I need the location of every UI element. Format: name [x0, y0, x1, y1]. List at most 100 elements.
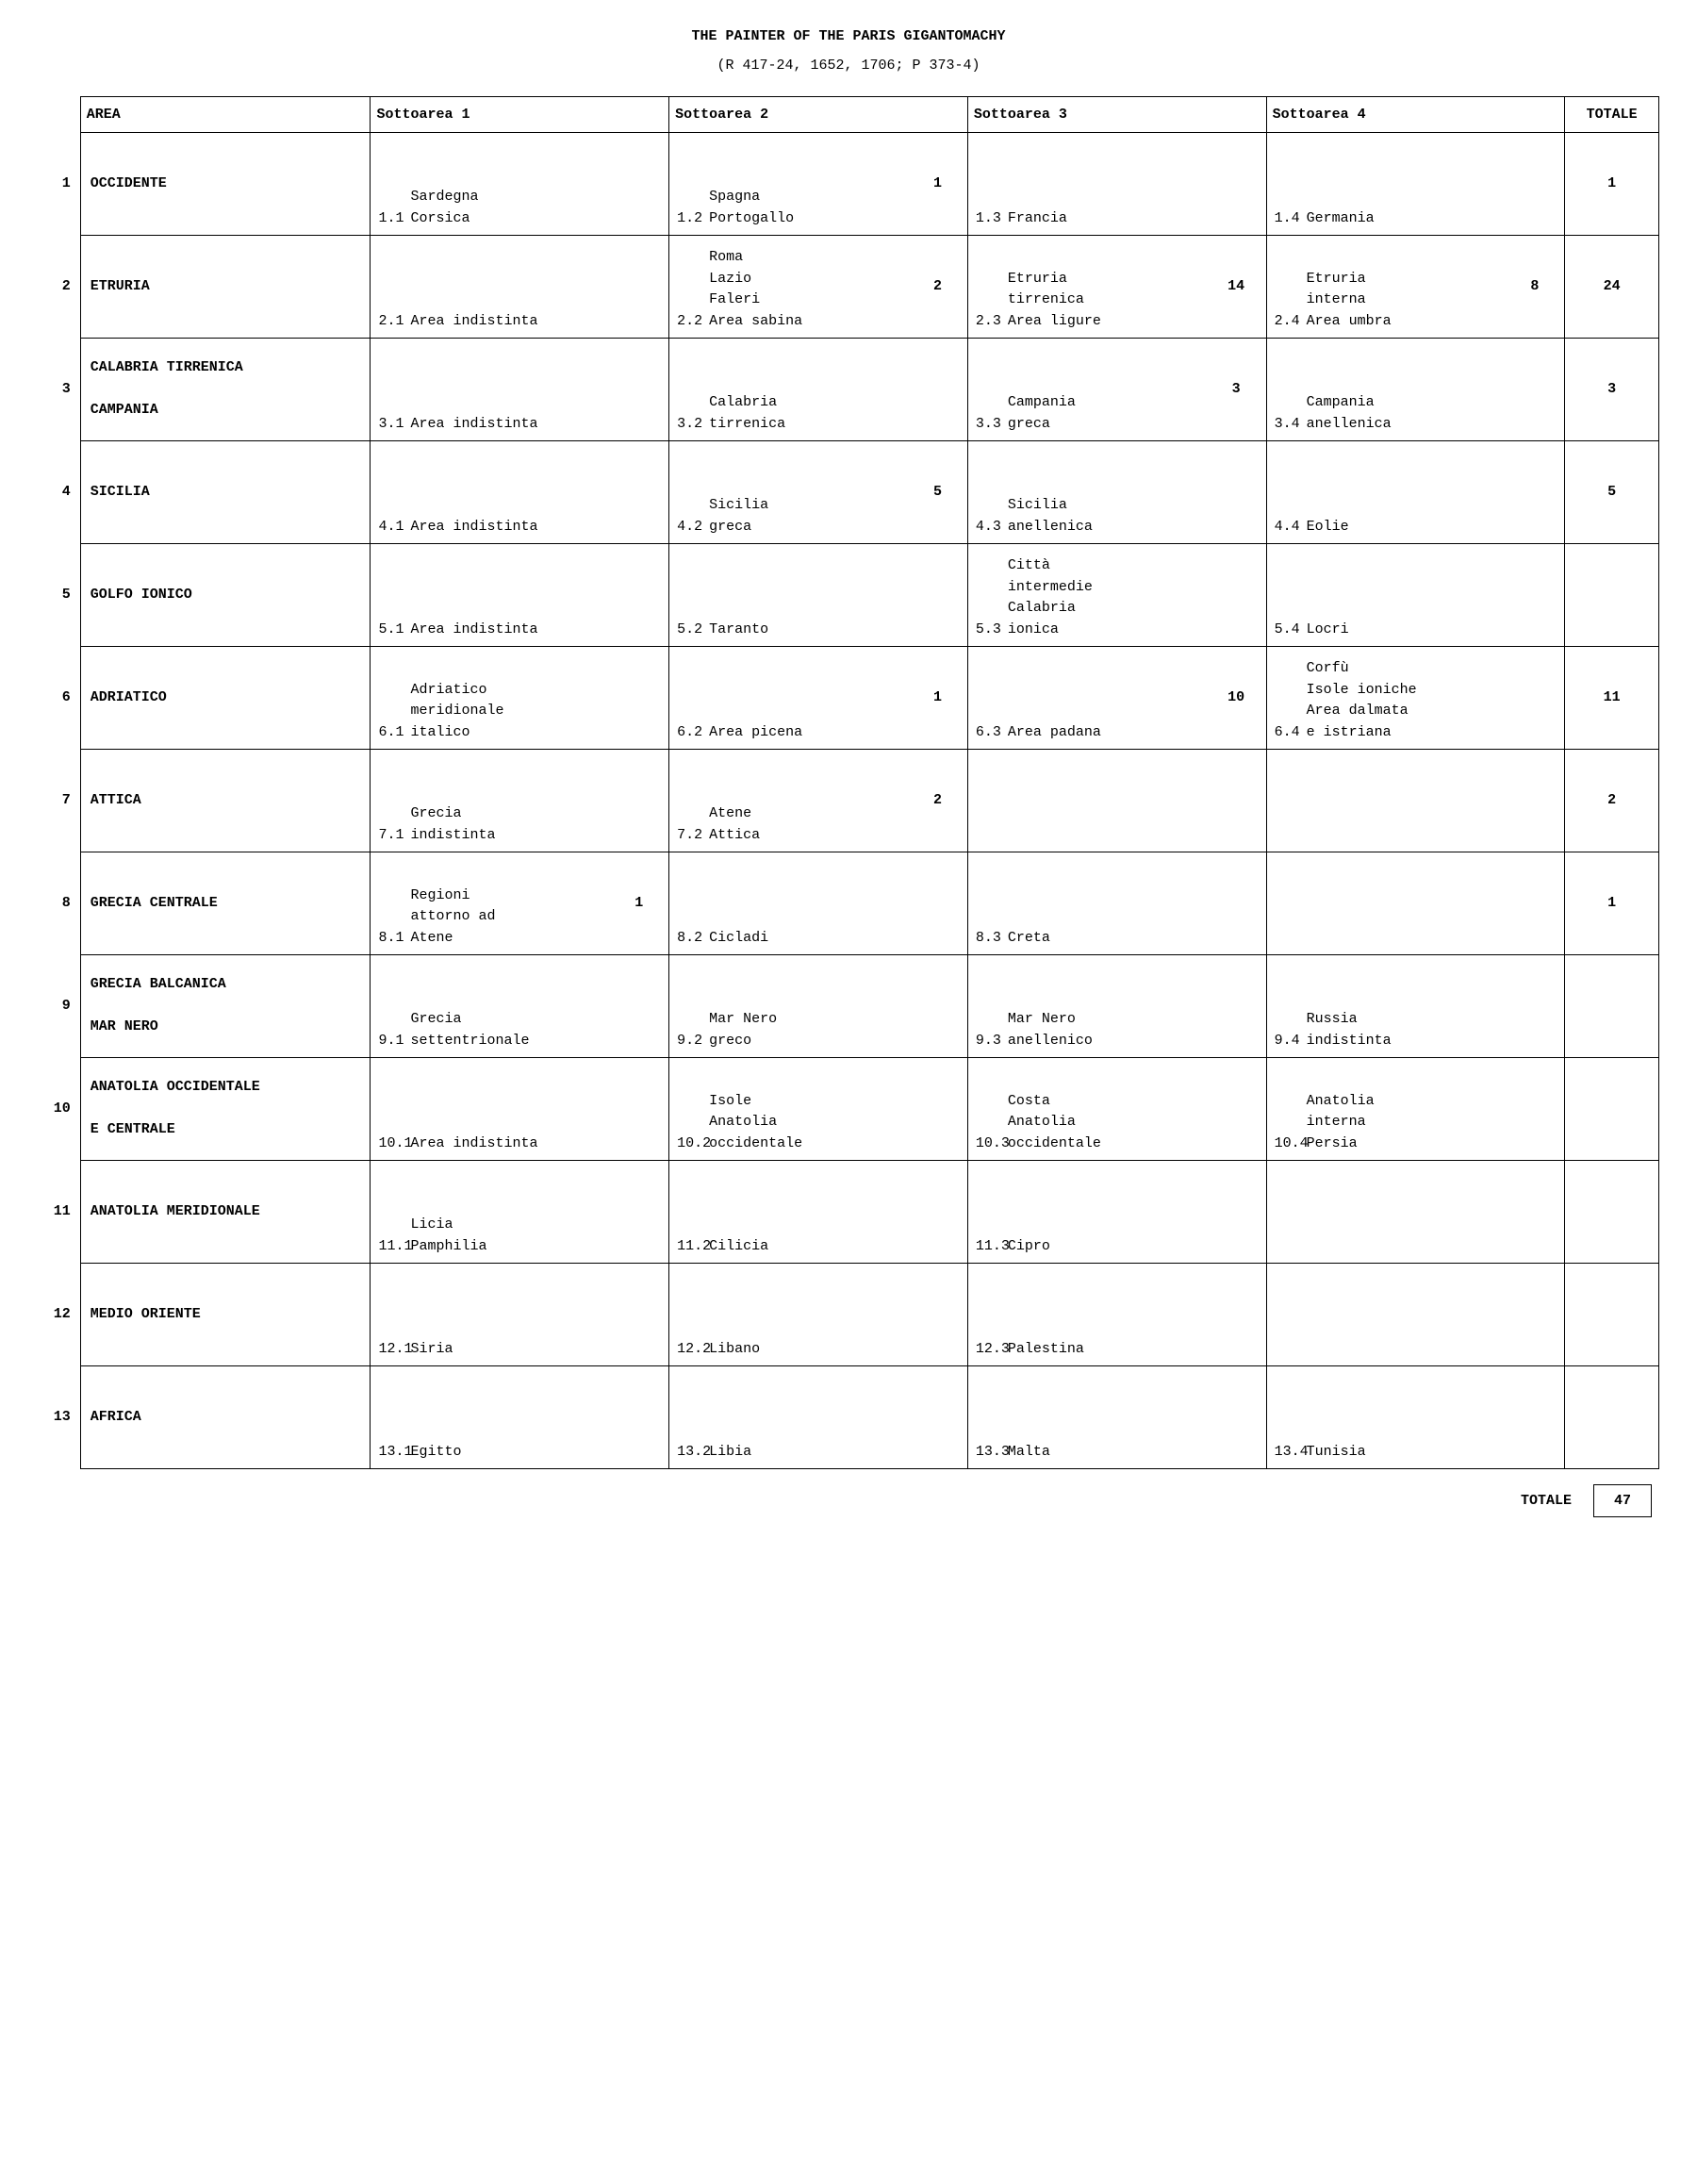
- subarea-3: 2.3EtruriatirrenicaArea ligure: [967, 236, 1206, 339]
- area-name: OCCIDENTE: [80, 133, 371, 236]
- subarea-1: 12.1Siria: [371, 1264, 609, 1366]
- row-number: 2: [38, 236, 80, 339]
- subarea-3: 8.3Creta: [967, 852, 1206, 955]
- table-row: 7ATTICA7.1Greciaindistinta7.2AteneAttica…: [38, 750, 1659, 852]
- grand-total-label: TOTALE: [1521, 1493, 1572, 1509]
- subarea-3-value: [1207, 133, 1266, 236]
- subarea-4: [1266, 750, 1505, 852]
- row-total: [1565, 1264, 1659, 1366]
- header-blank: [38, 97, 80, 133]
- subarea-1-value: 1: [609, 852, 668, 955]
- subarea-2: 2.2RomaLazioFaleriArea sabina: [669, 236, 908, 339]
- area-name: GRECIA CENTRALE: [80, 852, 371, 955]
- subarea-2: 3.2Calabriatirrenica: [669, 339, 908, 441]
- subarea-4-value: [1505, 1264, 1564, 1366]
- area-name: ATTICA: [80, 750, 371, 852]
- subarea-3: 11.3Cipro: [967, 1161, 1206, 1264]
- subarea-1-value: [609, 133, 668, 236]
- subarea-1-value: [609, 236, 668, 339]
- row-total: 1: [1565, 852, 1659, 955]
- subarea-1: 1.1SardegnaCorsica: [371, 133, 609, 236]
- distribution-table: AREA Sottoarea 1 Sottoarea 2 Sottoarea 3…: [38, 96, 1659, 1469]
- subarea-3: 6.3Area padana: [967, 647, 1206, 750]
- area-name: ETRURIA: [80, 236, 371, 339]
- subarea-1-value: [609, 1161, 668, 1264]
- subarea-1-value: [609, 955, 668, 1058]
- subarea-4: 10.4AnatoliainternaPersia: [1266, 1058, 1505, 1161]
- table-row: 5GOLFO IONICO5.1Area indistinta5.2Tarant…: [38, 544, 1659, 647]
- subarea-2: 5.2Taranto: [669, 544, 908, 647]
- subarea-2: 4.2Siciliagreca: [669, 441, 908, 544]
- subarea-1-value: [609, 750, 668, 852]
- subarea-1: 8.1Regioniattorno adAtene: [371, 852, 609, 955]
- subarea-4-value: [1505, 1161, 1564, 1264]
- row-total: 2: [1565, 750, 1659, 852]
- subarea-2-value: [908, 852, 967, 955]
- row-total: 5: [1565, 441, 1659, 544]
- subarea-4: 3.4Campaniaanellenica: [1266, 339, 1505, 441]
- subarea-3-value: [1207, 852, 1266, 955]
- subarea-3-value: 3: [1207, 339, 1266, 441]
- table-row: 13AFRICA13.1Egitto13.2Libia13.3Malta13.4…: [38, 1366, 1659, 1469]
- row-total: 24: [1565, 236, 1659, 339]
- subarea-1-value: [609, 339, 668, 441]
- row-number: 12: [38, 1264, 80, 1366]
- subarea-4-value: [1505, 1058, 1564, 1161]
- table-row: 2ETRURIA2.1Area indistinta2.2RomaLazioFa…: [38, 236, 1659, 339]
- row-number: 4: [38, 441, 80, 544]
- subarea-2-value: [908, 955, 967, 1058]
- subarea-3-value: [1207, 1264, 1266, 1366]
- header-s1: Sottoarea 1: [371, 97, 609, 133]
- subarea-2-value: [908, 1161, 967, 1264]
- subarea-2: 7.2AteneAttica: [669, 750, 908, 852]
- table-row: 6ADRIATICO6.1Adriaticomeridionaleitalico…: [38, 647, 1659, 750]
- subarea-4: [1266, 852, 1505, 955]
- area-name: AFRICA: [80, 1366, 371, 1469]
- subarea-3: 12.3Palestina: [967, 1264, 1206, 1366]
- subarea-4: 6.4CorfùIsole ionicheArea dalmatae istri…: [1266, 647, 1505, 750]
- subarea-4-value: 8: [1505, 236, 1564, 339]
- row-number: 3: [38, 339, 80, 441]
- row-number: 1: [38, 133, 80, 236]
- subarea-2: 9.2Mar Nerogreco: [669, 955, 908, 1058]
- subarea-4-value: [1505, 852, 1564, 955]
- row-number: 9: [38, 955, 80, 1058]
- subarea-2: 12.2Libano: [669, 1264, 908, 1366]
- subarea-3-value: [1207, 441, 1266, 544]
- table-row: 10ANATOLIA OCCIDENTALEE CENTRALE10.1Area…: [38, 1058, 1659, 1161]
- subarea-2-value: [908, 339, 967, 441]
- subarea-4: 9.4Russiaindistinta: [1266, 955, 1505, 1058]
- subarea-2-value: [908, 1264, 967, 1366]
- subarea-3: 5.3CittàintermedieCalabriaionica: [967, 544, 1206, 647]
- header-s4: Sottoarea 4: [1266, 97, 1505, 133]
- subarea-4: 5.4Locri: [1266, 544, 1505, 647]
- subarea-2: 6.2Area picena: [669, 647, 908, 750]
- table-row: 3CALABRIA TIRRENICACAMPANIA3.1Area indis…: [38, 339, 1659, 441]
- subarea-1: 9.1Greciasettentrionale: [371, 955, 609, 1058]
- table-row: 4SICILIA4.1Area indistinta4.2Siciliagrec…: [38, 441, 1659, 544]
- subarea-1: 2.1Area indistinta: [371, 236, 609, 339]
- subarea-2-value: [908, 1058, 967, 1161]
- subarea-2-value: 2: [908, 236, 967, 339]
- subarea-3: 4.3Siciliaanellenica: [967, 441, 1206, 544]
- header-s3: Sottoarea 3: [967, 97, 1206, 133]
- subarea-1: 5.1Area indistinta: [371, 544, 609, 647]
- subarea-1-value: [609, 647, 668, 750]
- subarea-4-value: [1505, 339, 1564, 441]
- row-number: 5: [38, 544, 80, 647]
- subarea-4-value: [1505, 647, 1564, 750]
- row-total: 1: [1565, 133, 1659, 236]
- subarea-4: [1266, 1161, 1505, 1264]
- row-total: 11: [1565, 647, 1659, 750]
- row-number: 11: [38, 1161, 80, 1264]
- subarea-4: [1266, 1264, 1505, 1366]
- subarea-3-value: [1207, 955, 1266, 1058]
- area-name: GRECIA BALCANICAMAR NERO: [80, 955, 371, 1058]
- area-name: ANATOLIA MERIDIONALE: [80, 1161, 371, 1264]
- subarea-4-value: [1505, 955, 1564, 1058]
- subarea-4: 2.4EtruriainternaArea umbra: [1266, 236, 1505, 339]
- subarea-1: 11.1LiciaPamphilia: [371, 1161, 609, 1264]
- row-number: 13: [38, 1366, 80, 1469]
- subarea-4-value: [1505, 441, 1564, 544]
- subarea-2: 11.2Cilicia: [669, 1161, 908, 1264]
